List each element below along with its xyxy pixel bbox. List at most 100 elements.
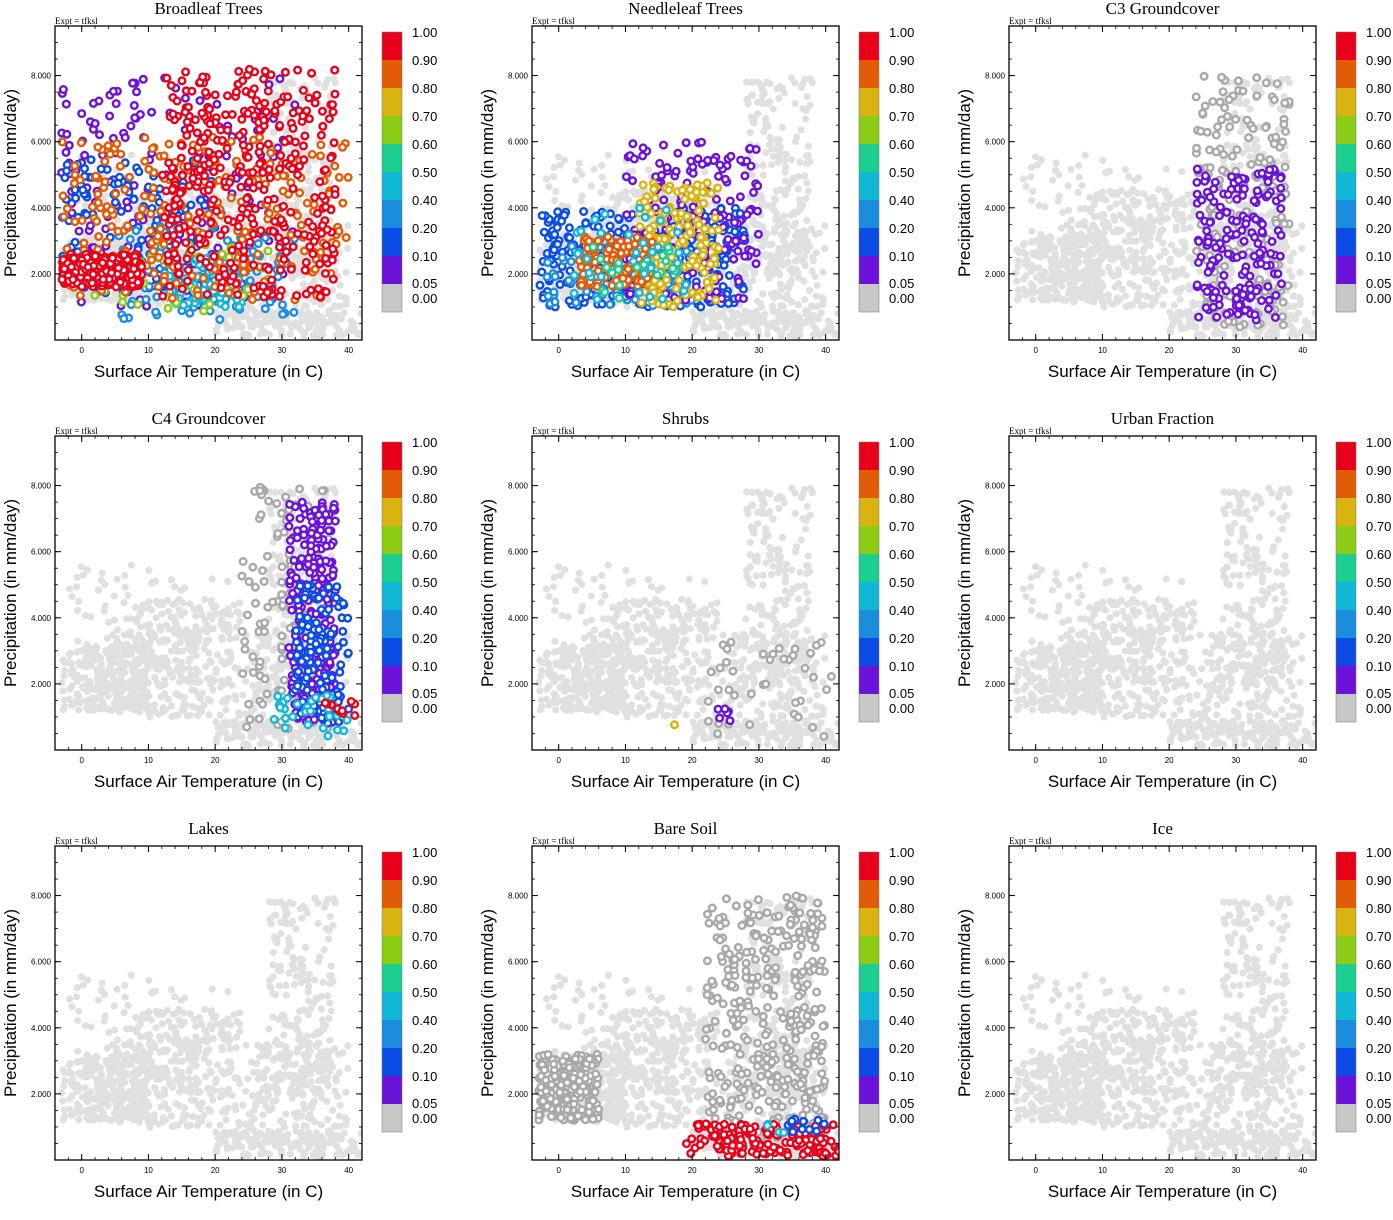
data-point (309, 236, 319, 246)
data-point (781, 191, 789, 199)
data-point (301, 257, 311, 267)
data-point (205, 119, 215, 129)
data-point (803, 216, 811, 224)
data-point (783, 250, 791, 258)
experiment-label: Expt = tfksl (1009, 16, 1052, 26)
data-point (740, 317, 748, 325)
data-point (115, 277, 125, 287)
data-point (613, 213, 623, 223)
data-point (212, 99, 222, 109)
data-point (798, 201, 807, 209)
data-point (317, 185, 325, 193)
data-point (765, 141, 773, 149)
colorbar-swatch (859, 144, 879, 172)
data-point (661, 275, 671, 285)
data-point (647, 237, 657, 247)
data-point (578, 192, 586, 200)
data-point (324, 296, 332, 304)
colorbar-swatch (382, 172, 402, 200)
data-point (607, 268, 617, 278)
data-point (831, 331, 839, 339)
data-point (210, 90, 220, 100)
data-point (180, 107, 190, 117)
data-point (827, 320, 835, 328)
data-point (765, 270, 773, 278)
data-point (199, 306, 209, 316)
data-point (729, 314, 737, 322)
data-point (673, 148, 683, 158)
data-point (628, 176, 638, 186)
data-point (790, 175, 798, 183)
data-point (280, 318, 288, 326)
data-point (733, 246, 743, 256)
data-point (1029, 296, 1037, 304)
data-point (266, 148, 276, 158)
data-point (587, 206, 595, 214)
data-point (767, 161, 776, 169)
data-point (550, 297, 560, 307)
data-point (724, 271, 734, 281)
colorbar-label: 0.05 (412, 276, 437, 291)
data-point (253, 249, 263, 259)
data-point (738, 329, 746, 337)
data-point (746, 128, 754, 137)
data-point (187, 245, 197, 255)
data-point (105, 149, 115, 159)
data-point (796, 196, 804, 204)
data-point (321, 253, 331, 263)
data-point (587, 182, 595, 190)
data-point (183, 161, 193, 171)
data-point (749, 187, 759, 197)
data-point (204, 147, 214, 157)
data-point (792, 322, 800, 330)
data-point (204, 229, 214, 239)
data-point (672, 296, 682, 306)
data-point (293, 65, 303, 75)
data-point (549, 245, 559, 255)
data-point (96, 164, 106, 174)
data-point (199, 133, 209, 143)
data-point (149, 269, 159, 279)
data-point (101, 192, 109, 200)
data-point (751, 259, 761, 269)
data-point (759, 161, 767, 169)
data-point (354, 331, 362, 339)
data-point (316, 140, 326, 150)
data-point (622, 210, 632, 220)
colorbar-label: 0.50 (889, 165, 914, 180)
data-point (326, 153, 336, 163)
data-point (655, 158, 665, 168)
data-point (198, 72, 208, 82)
data-point (286, 153, 296, 163)
data-point (263, 246, 273, 256)
data-point (194, 233, 204, 243)
data-point (801, 75, 809, 84)
data-point (204, 209, 214, 219)
data-point (146, 209, 156, 219)
data-point (745, 143, 755, 153)
data-point (663, 242, 673, 252)
data-point (694, 220, 704, 230)
data-point (350, 320, 358, 328)
data-point (300, 302, 308, 310)
colorbar-swatch (859, 116, 879, 144)
data-point (740, 251, 750, 261)
data-point (813, 302, 821, 310)
data-point (596, 228, 606, 238)
data-point (1073, 256, 1082, 265)
data-point (550, 229, 560, 239)
data-point (688, 168, 698, 178)
data-point (159, 212, 169, 222)
data-point (1023, 255, 1031, 263)
data-point (645, 292, 655, 302)
data-point (113, 263, 123, 273)
data-point (123, 203, 133, 213)
data-point (788, 74, 796, 82)
data-point (247, 295, 257, 305)
data-point (549, 287, 559, 297)
data-point (177, 284, 187, 294)
data-point (234, 130, 244, 140)
colorbar-swatch (859, 172, 879, 200)
data-point (309, 331, 317, 339)
data-point (557, 216, 567, 226)
